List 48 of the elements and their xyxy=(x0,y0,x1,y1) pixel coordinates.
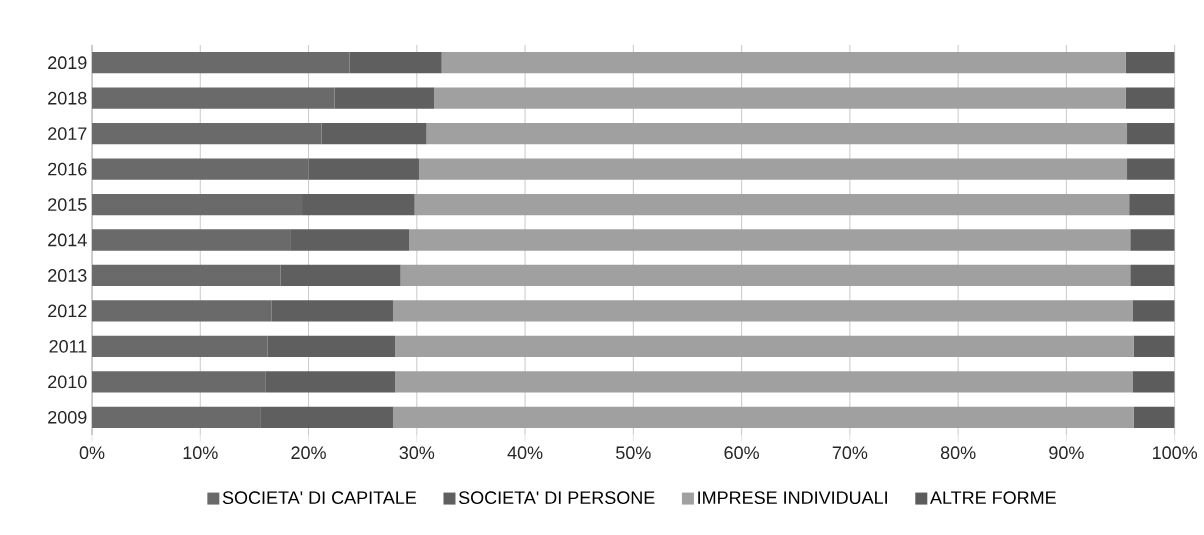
legend-label: SOCIETA' DI PERSONE xyxy=(458,491,655,505)
x-tick-label: 20% xyxy=(291,446,326,460)
bar xyxy=(434,87,1126,109)
bar xyxy=(392,406,1134,428)
bar xyxy=(1132,371,1175,393)
bar xyxy=(1132,300,1175,322)
bar xyxy=(395,371,1133,393)
legend-label: ALTRE FORME xyxy=(930,491,1056,505)
x-tick-label: 70% xyxy=(832,446,868,460)
y-tick-label: 2017 xyxy=(48,127,87,140)
legend-label: IMPRESE INDIVIDUALI xyxy=(698,491,887,505)
bar xyxy=(395,335,1134,357)
bar xyxy=(1133,406,1175,428)
x-tick-label: 90% xyxy=(1049,446,1084,460)
x-tick-label: 40% xyxy=(507,446,543,460)
bar xyxy=(1130,229,1175,251)
bar xyxy=(400,264,1131,287)
x-tick-label: 50% xyxy=(616,446,651,460)
y-tick-label: 2014 xyxy=(48,233,87,247)
x-tick-label: 100% xyxy=(1153,446,1198,460)
y-tick-label: 2010 xyxy=(48,375,87,389)
bar xyxy=(392,300,1133,322)
bar xyxy=(441,52,1126,74)
y-tick-label: 2018 xyxy=(48,91,87,105)
x-tick-label: 10% xyxy=(183,446,218,460)
legend-label: SOCIETA' DI CAPITALE xyxy=(222,491,417,505)
x-tick-label: 80% xyxy=(940,446,976,460)
bar xyxy=(409,229,1131,251)
y-tick-label: 2009 xyxy=(48,410,87,424)
y-tick-label: 2016 xyxy=(48,162,87,176)
x-tick-label: 30% xyxy=(399,446,435,460)
bar xyxy=(1125,52,1175,74)
bar xyxy=(1130,264,1175,287)
y-tick-label: 2012 xyxy=(48,304,87,318)
bar xyxy=(1127,158,1175,180)
x-tick-label: 60% xyxy=(724,446,759,460)
y-tick-label: 2011 xyxy=(49,339,87,353)
bar xyxy=(426,123,1128,145)
bar xyxy=(414,193,1130,216)
bar xyxy=(1129,193,1175,216)
bar xyxy=(1125,87,1175,109)
y-tick-label: 2013 xyxy=(48,269,87,282)
bar xyxy=(1127,123,1175,145)
y-tick-label: 2019 xyxy=(48,56,87,70)
bar xyxy=(1133,335,1175,357)
x-tick-label: 0% xyxy=(79,446,105,460)
bar xyxy=(418,158,1128,180)
y-tick-label: 2015 xyxy=(48,198,87,211)
